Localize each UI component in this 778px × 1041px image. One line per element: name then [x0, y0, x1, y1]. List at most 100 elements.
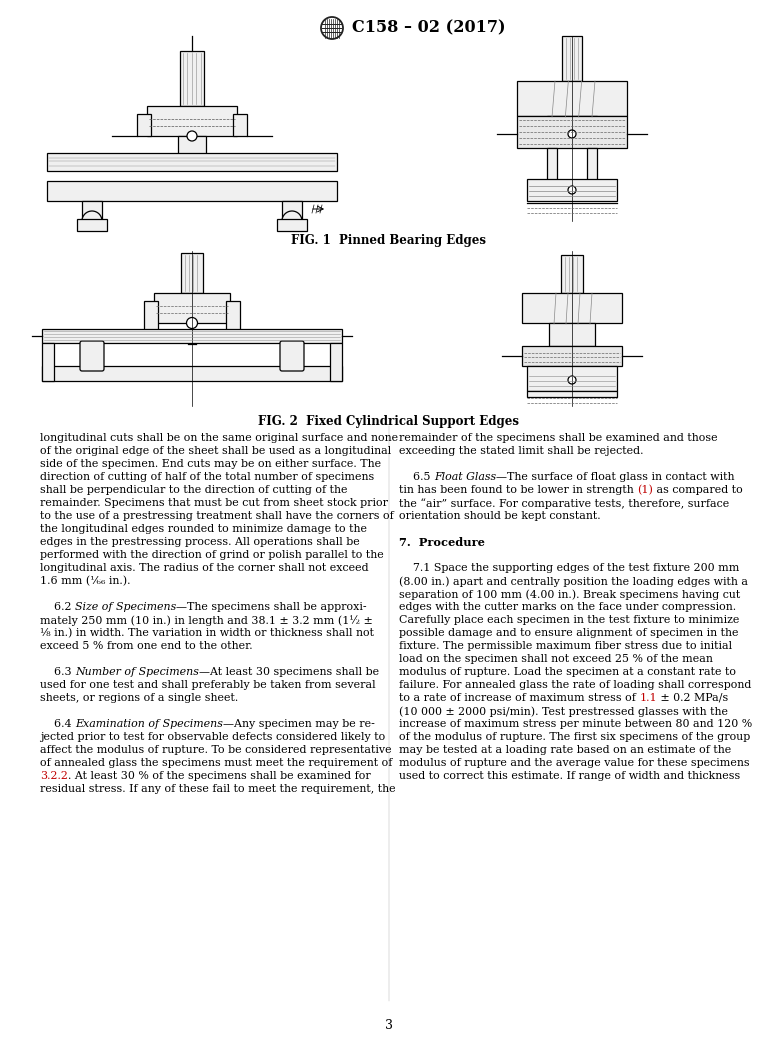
Text: as compared to: as compared to [653, 485, 743, 496]
Text: the “air” surface. For comparative tests, therefore, surface: the “air” surface. For comparative tests… [399, 498, 729, 509]
Text: 6.4: 6.4 [40, 719, 75, 729]
Text: exceeding the stated limit shall be rejected.: exceeding the stated limit shall be reje… [399, 446, 643, 456]
Text: direction of cutting of half of the total number of specimens: direction of cutting of half of the tota… [40, 472, 374, 482]
Text: C158 – 02 (2017): C158 – 02 (2017) [352, 20, 506, 36]
Bar [527, 179, 617, 201]
Text: remainder of the specimens shall be examined and those: remainder of the specimens shall be exam… [399, 433, 717, 443]
Text: 1.1: 1.1 [640, 693, 657, 703]
Bar [42, 342, 54, 381]
Text: . At least 30 % of the specimens shall be examined for: . At least 30 % of the specimens shall b… [68, 771, 370, 781]
Text: residual stress. If any of these fail to meet the requirement, the: residual stress. If any of these fail to… [40, 784, 396, 794]
Text: orientation should be kept constant.: orientation should be kept constant. [399, 511, 601, 520]
Text: of the original edge of the sheet shall be used as a longitudinal: of the original edge of the sheet shall … [40, 446, 391, 456]
Bar [82, 201, 102, 221]
Text: exceed 5 % from one end to the other.: exceed 5 % from one end to the other. [40, 641, 253, 651]
Text: edges in the prestressing process. All operations shall be: edges in the prestressing process. All o… [40, 537, 359, 547]
Text: —Any specimen may be re-: —Any specimen may be re- [223, 719, 375, 729]
Bar [47, 181, 337, 201]
Bar [144, 301, 158, 331]
Text: (8.00 in.) apart and centrally position the loading edges with a: (8.00 in.) apart and centrally position … [399, 576, 748, 586]
Bar [522, 293, 622, 323]
Circle shape [82, 211, 102, 231]
Text: performed with the direction of grind or polish parallel to the: performed with the direction of grind or… [40, 550, 384, 560]
Text: longitudinal cuts shall be on the same original surface and none: longitudinal cuts shall be on the same o… [40, 433, 398, 443]
Text: used to correct this estimate. If range of width and thickness: used to correct this estimate. If range … [399, 771, 740, 781]
Text: 6.5: 6.5 [399, 472, 434, 482]
Circle shape [187, 131, 197, 141]
Text: may be tested at a loading rate based on an estimate of the: may be tested at a loading rate based on… [399, 745, 731, 755]
Bar [277, 219, 307, 231]
Bar [226, 301, 240, 331]
Text: 3.2.2: 3.2.2 [40, 771, 68, 781]
Bar [330, 342, 342, 381]
Text: sheets, or regions of a single sheet.: sheets, or regions of a single sheet. [40, 693, 238, 703]
Text: mately 250 mm (10 in.) in length and 38.1 ± 3.2 mm (1½ ±: mately 250 mm (10 in.) in length and 38.… [40, 615, 373, 626]
Bar [547, 116, 597, 146]
Text: ± 0.2 MPa/s: ± 0.2 MPa/s [657, 693, 728, 703]
Bar [527, 391, 617, 397]
Bar [562, 36, 582, 81]
Text: 1.6 mm (⅙₆ in.).: 1.6 mm (⅙₆ in.). [40, 576, 131, 586]
Text: failure. For annealed glass the rate of loading shall correspond: failure. For annealed glass the rate of … [399, 680, 752, 690]
Text: 7.1 Space the supporting edges of the test fixture 200 mm: 7.1 Space the supporting edges of the te… [399, 563, 739, 573]
Bar [561, 255, 583, 293]
Text: edges with the cutter marks on the face under compression.: edges with the cutter marks on the face … [399, 602, 736, 612]
Text: —At least 30 specimens shall be: —At least 30 specimens shall be [199, 667, 379, 677]
Text: tin has been found to be lower in strength: tin has been found to be lower in streng… [399, 485, 637, 496]
FancyBboxPatch shape [80, 341, 104, 371]
Circle shape [187, 318, 198, 329]
Text: to a rate of increase of maximum stress of: to a rate of increase of maximum stress … [399, 693, 640, 703]
Bar [180, 51, 204, 106]
Bar [587, 148, 597, 181]
Text: the longitudinal edges rounded to minimize damage to the: the longitudinal edges rounded to minimi… [40, 524, 367, 534]
Text: Float Glass: Float Glass [434, 472, 496, 482]
Bar [154, 293, 230, 323]
Bar [42, 366, 342, 381]
Text: used for one test and shall preferably be taken from several: used for one test and shall preferably b… [40, 680, 376, 690]
Bar [178, 136, 206, 166]
Text: FIG. 1  Pinned Bearing Edges: FIG. 1 Pinned Bearing Edges [292, 234, 486, 247]
Text: 7.  Procedure: 7. Procedure [399, 537, 485, 548]
Bar [77, 219, 107, 231]
Text: Number of Specimens: Number of Specimens [75, 667, 199, 677]
Bar [181, 253, 203, 293]
Text: FIG. 2  Fixed Cylindrical Support Edges: FIG. 2 Fixed Cylindrical Support Edges [258, 415, 520, 428]
Text: separation of 100 mm (4.00 in.). Break specimens having cut: separation of 100 mm (4.00 in.). Break s… [399, 589, 740, 600]
FancyBboxPatch shape [280, 341, 304, 371]
Text: shall be perpendicular to the direction of cutting of the: shall be perpendicular to the direction … [40, 485, 348, 496]
Text: ⅛ in.) in width. The variation in width or thickness shall not: ⅛ in.) in width. The variation in width … [40, 628, 374, 638]
Text: of annealed glass the specimens must meet the requirement of: of annealed glass the specimens must mee… [40, 758, 392, 768]
Text: modulus of rupture. Load the specimen at a constant rate to: modulus of rupture. Load the specimen at… [399, 667, 736, 677]
Bar [42, 329, 342, 342]
Bar [549, 323, 595, 346]
Text: load on the specimen shall not exceed 25 % of the mean: load on the specimen shall not exceed 25… [399, 654, 713, 664]
Circle shape [282, 211, 302, 231]
Text: 3: 3 [385, 1019, 393, 1032]
Bar [527, 366, 617, 391]
Text: —The specimens shall be approxi-: —The specimens shall be approxi- [177, 602, 367, 612]
Text: remainder. Specimens that must be cut from sheet stock prior: remainder. Specimens that must be cut fr… [40, 498, 388, 508]
Bar [147, 106, 237, 136]
Bar [137, 115, 151, 136]
Text: longitudinal axis. The radius of the corner shall not exceed: longitudinal axis. The radius of the cor… [40, 563, 369, 573]
Text: side of the specimen. End cuts may be on either surface. The: side of the specimen. End cuts may be on… [40, 459, 381, 469]
Text: (10 000 ± 2000 psi/min). Test prestressed glasses with the: (10 000 ± 2000 psi/min). Test prestresse… [399, 706, 728, 716]
Bar [517, 116, 627, 148]
Text: Examination of Specimens: Examination of Specimens [75, 719, 223, 729]
Text: to the use of a prestressing treatment shall have the corners of: to the use of a prestressing treatment s… [40, 511, 394, 520]
Circle shape [568, 186, 576, 194]
Text: Carefully place each specimen in the test fixture to minimize: Carefully place each specimen in the tes… [399, 615, 739, 625]
Text: jected prior to test for observable defects considered likely to: jected prior to test for observable defe… [40, 732, 385, 742]
Text: modulus of rupture and the average value for these specimens: modulus of rupture and the average value… [399, 758, 750, 768]
Text: 6.3: 6.3 [40, 667, 75, 677]
Text: (1): (1) [637, 485, 653, 496]
Text: 6.2: 6.2 [40, 602, 75, 612]
Bar [522, 346, 622, 366]
Text: increase of maximum stress per minute between 80 and 120 %: increase of maximum stress per minute be… [399, 719, 752, 729]
Text: of the modulus of rupture. The first six specimens of the group: of the modulus of rupture. The first six… [399, 732, 750, 742]
Text: fixture. The permissible maximum fiber stress due to initial: fixture. The permissible maximum fiber s… [399, 641, 732, 651]
Circle shape [568, 130, 576, 138]
Bar [517, 81, 627, 116]
Bar [47, 153, 337, 171]
Text: Size of Specimens: Size of Specimens [75, 602, 177, 612]
